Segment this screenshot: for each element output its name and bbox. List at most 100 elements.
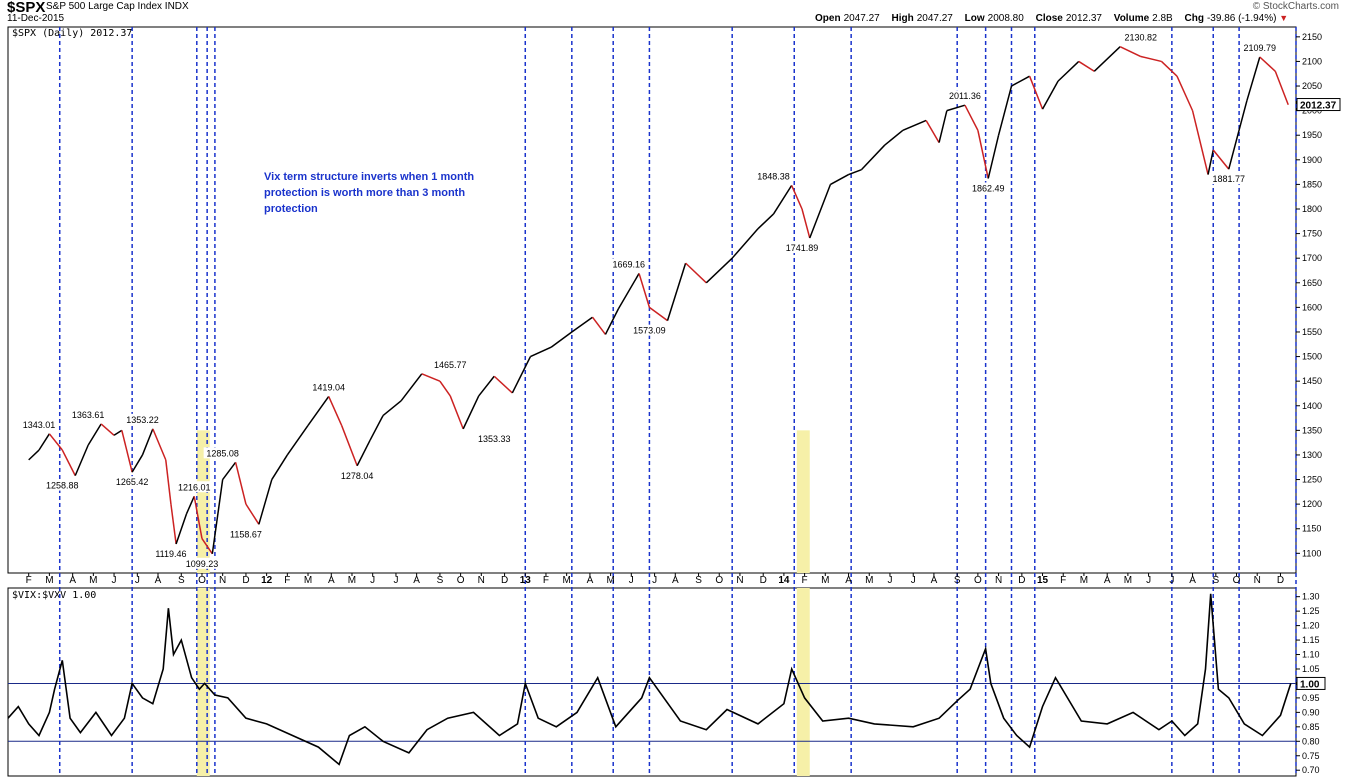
price-tick-label: 1750 [1302,229,1322,239]
price-segment [1057,60,1080,82]
point-label: 2130.82 [1125,33,1158,43]
x-tick-label: A [69,575,76,586]
price-segment [222,461,237,480]
x-tick-label: D [501,575,508,586]
index-exchange: INDX [164,1,189,12]
x-tick-label: M [348,575,356,586]
ratio-tick-label: 1.20 [1302,621,1320,631]
point-label-box [182,557,221,569]
point-label-box [113,476,152,488]
price-segment [286,425,309,456]
low-value: 2008.80 [987,13,1024,24]
price-segment [757,213,775,230]
highlight-band-price [196,430,210,573]
price-segment [28,449,40,461]
x-tick-label: S [1212,575,1219,586]
chart-marks: 1100 1150 1200 1250 1300 1350 1400 1450 1500 1550… [7,27,1341,776]
price-segment [421,373,441,382]
x-tick-label: J [887,575,892,586]
ohlc-readout: Open 2047.27 High 2047.27 Low 2008.80 Close… [815,13,1288,24]
point-label: 1848.38 [757,171,790,181]
x-tick-label: M [821,575,829,586]
point-label: 1119.46 [155,549,186,559]
x-tick-label: A [587,575,594,586]
point-label-box [1209,173,1248,185]
x-tick-label: N [478,575,485,586]
x-tick-label: N [219,575,226,586]
x-tick-label: F [284,575,290,586]
x-tick-label: D [242,575,249,586]
ratio-tick-label: 1.15 [1302,635,1320,645]
point-label-box [609,258,648,270]
point-label: 1343.01 [23,420,56,430]
point-label-box [1121,31,1160,43]
point-label-box [175,481,214,493]
index-full-name: S&P 500 Large Cap Index [46,1,163,12]
volume-label: Volume [1113,13,1150,24]
price-segment [977,130,989,179]
price-tick-label: 1300 [1302,450,1322,460]
ratio-tick-label: 0.95 [1302,693,1320,703]
price-tick-label: 2050 [1302,81,1322,91]
x-tick-label: 13 [520,575,532,586]
price-segment [604,308,620,335]
price-segment [478,375,495,397]
price-segment [185,495,195,515]
price-segment [340,425,358,467]
point-label: 1258.88 [46,481,79,491]
chg-value: -39.86 (-1.94%) [1206,13,1277,24]
x-tick-label: J [652,575,657,586]
price-segment [1078,60,1095,72]
price-segment [648,306,668,322]
x-tick-label: J [393,575,398,586]
point-label: 1278.04 [341,471,374,481]
ratio-last-value-label: 1.00 [1300,679,1320,690]
ratio-tick-label: 0.85 [1302,722,1320,732]
x-tick-label: J [1146,575,1151,586]
price-segment [685,262,707,284]
x-tick-label: J [135,575,140,586]
ratio-tick-label: 1.30 [1302,592,1320,602]
price-tick-label: 1150 [1302,524,1321,534]
x-tick-label: J [370,575,375,586]
price-tick-label: 1600 [1302,302,1322,312]
price-legend: $SPX (Daily) 2012.37 [12,28,132,39]
stockcharts-brand[interactable]: © StockCharts.com [1252,1,1339,12]
x-tick-label: O [457,575,465,586]
x-tick-label: M [562,575,570,586]
price-segment [74,444,89,476]
price-segment [1176,75,1194,111]
price-segment [550,331,573,348]
point-label: 1353.22 [126,415,159,425]
price-tick-label: 1100 [1302,548,1321,558]
price-segment [152,428,167,461]
open-value: 2047.27 [843,13,880,24]
point-label: 2011.36 [949,91,981,101]
price-segment [307,395,330,426]
price-tick-label: 2100 [1302,56,1322,66]
point-label-box [630,324,669,336]
point-label: 1465.77 [434,360,467,370]
price-segment [462,395,480,430]
x-tick-label: A [413,575,420,586]
price-segment [234,462,247,505]
highlight-band-ratio [796,588,810,776]
price-last-value-label: 2012.37 [1300,101,1337,112]
point-label-box [69,408,108,420]
x-tick-label: M [1124,575,1132,586]
annotation-line-2: protection is worth more than 3 month [264,187,465,199]
price-tick-label: 1900 [1302,155,1322,165]
point-label-box [754,170,793,182]
price-segment [382,400,402,417]
ratio-series-line [7,593,1292,766]
price-segment [258,479,273,525]
price-tick-label: 1550 [1302,327,1322,337]
price-segment [61,449,76,476]
x-tick-label: A [155,575,162,586]
price-tick-label: 1400 [1302,401,1322,411]
x-tick-label: F [1060,575,1066,586]
point-label-box [945,90,984,102]
price-segment [987,135,1000,179]
price-segment [1228,100,1248,170]
price-segment [131,454,144,473]
